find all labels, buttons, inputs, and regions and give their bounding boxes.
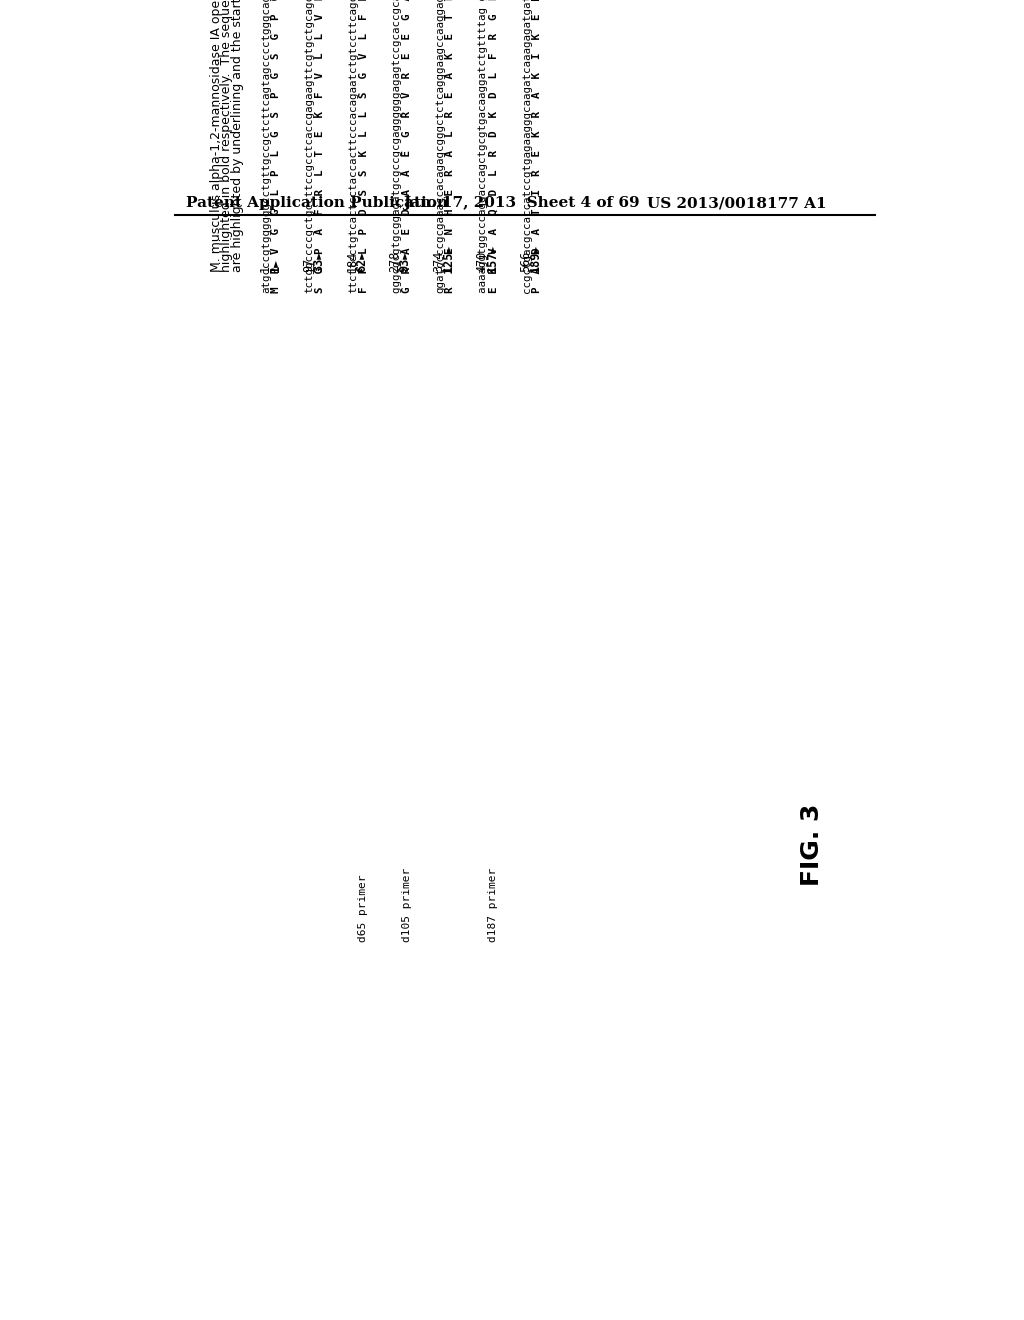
Text: atgcccgtggggggcctgttgccgctcttcagtagcccctgggcagtggccctgggcgggggcggggaagggg: atgcccgtggggggcctgttgccgctcttcagtagcccct…	[261, 0, 271, 293]
Text: gggcgcgtgcggagatgcgccgcgaggggggagagtccgcaccgcaggaggcaccctggagacaacttag cca: gggcgcgtgcggagatgcgccgcgaggggggagagtccgc…	[391, 0, 401, 293]
Text: Patent Application Publication: Patent Application Publication	[186, 197, 449, 210]
Text: 189►: 189►	[528, 244, 542, 272]
Text: M. musculus alpha-1,2-mannosidase IA open reading frame.  The transmembrane and : M. musculus alpha-1,2-mannosidase IA ope…	[210, 0, 222, 272]
Text: F  F  L  P  D  S  S  K  L  L  S  G  V  L  F  H  S  N  P  A  L  Q  P  A  E  H  K : F F L P D S S K L L S G V L F H S N P A …	[358, 0, 369, 293]
Text: M  P  V  G  G  L  P  L  G  S  P  G  S  G  P  G  G  G  G  G  K  G: M P V G G L P L G S P G S G P G G G G G …	[271, 0, 282, 293]
Text: 566: 566	[519, 251, 531, 272]
Text: 97: 97	[302, 259, 314, 272]
Text: d65 primer: d65 primer	[358, 875, 369, 942]
Text: tctggccccgctgccttccgcctcaccgagaagttcgtgctgcagcgccttcatcagcgccttcgggcaatc: tctggccccgctgccttccgcctcaccgagaagttcgtgc…	[305, 0, 314, 293]
Text: 184: 184	[345, 251, 358, 272]
Text: 374: 374	[432, 251, 445, 272]
Text: ggatccccgcgaaaccacagagcgggctctcagggaagccaaggagaccctgccggagagatccaaagagacattctgct: ggatccccgcgaaaccacagagcgggctctcagggaagcc…	[435, 0, 445, 293]
Text: 1►: 1►	[268, 259, 282, 272]
Text: 157►: 157►	[485, 244, 499, 272]
Text: S  G  P  A  F  R  L  T  E  K  F  V  L  L  V  F  S  A  F  I  T  L  C  F  G  A  I: S G P A F R L T E K F V L L V F S A F I …	[314, 0, 325, 293]
Text: ccgctgacgccaccatccgtgagaagggcaagatcaaagagatgatgaccatgcttggaataattataaacgctatgcct: ccgctgacgccaccatccgtgagaagggcaagatcaaaga…	[522, 0, 531, 293]
Text: Jan. 17, 2013  Sheet 4 of 69: Jan. 17, 2013 Sheet 4 of 69	[403, 197, 640, 210]
Text: 125►: 125►	[442, 244, 455, 272]
Text: 33►: 33►	[312, 251, 325, 272]
Text: highlighted in bold respectively.  The sequence of the primers used to generate : highlighted in bold respectively. The se…	[220, 0, 233, 272]
Text: FIG. 3: FIG. 3	[800, 804, 823, 886]
Text: aaaaggtggcccaggaccagctgcgtgacaaggatctgttttag ggggcttgcccaaaggtggacttcctgcccccgtc: aaaaggtggcccaggaccagctgcgtgacaaggatctgtt…	[478, 0, 488, 293]
Text: ttcttcctgtcactcctaccacttcccacagaatctgtccttcagccgcagcagccgacaagccggctcg: ttcttcctgtcactcctaccacttcccacagaatctgtcc…	[348, 0, 358, 293]
Text: E  K  V  A  Q  D  L  R  D  K  D  L  F  R  G  L  P  K  V  D  F  L  P  P  V  G  V : E K V A Q D L R D K D L F R G L P K V D …	[488, 0, 499, 293]
Text: G  R  A  E  D  A  A  E  G  R  V  R  E  E  G  A  P  G  A  G  L  E  D  N  L  A: G R A E D A A E G R V R E E G A P G A G …	[401, 0, 412, 293]
Text: 93►: 93►	[398, 251, 412, 272]
Text: 1: 1	[258, 265, 271, 272]
Text: d187 primer: d187 primer	[488, 869, 499, 942]
Text: 62►: 62►	[355, 251, 369, 272]
Text: d105 primer: d105 primer	[401, 869, 412, 942]
Text: 470: 470	[475, 251, 488, 272]
Text: P  A  D  A  T  I  R  E  K  R  A  K  I  K  E  M  M  T  H  A  W  N  N  Y  K  R  Y : P A D A T I R E K R A K I K E M M T H A …	[531, 0, 542, 293]
Text: R  I  E  N  H  E  R  A  L  R  E  A  K  E  T  L  Q  K  L  P  E  E  I  Q  R  D  I : R I E N H E R A L R E A K E T L Q K L P …	[445, 0, 455, 293]
Text: US 2013/0018177 A1: US 2013/0018177 A1	[647, 197, 826, 210]
Text: 278: 278	[388, 251, 401, 272]
Text: are highlighted by underlining and the start of each respective protein fragment: are highlighted by underlining and the s…	[231, 0, 245, 272]
